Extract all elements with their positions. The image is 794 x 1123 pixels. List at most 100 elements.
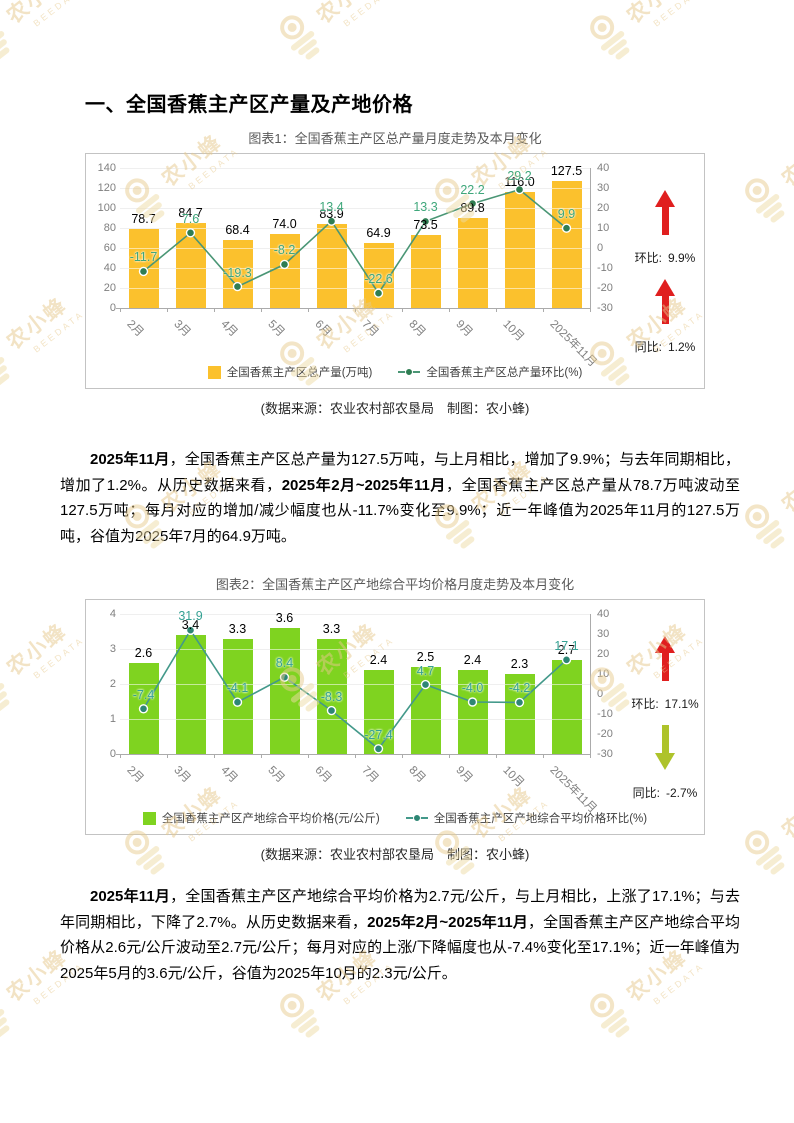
x-axis-tickmark (449, 754, 450, 758)
line-value-label: -22.6 (364, 272, 393, 287)
price-chart-section: 图表2：全国香蕉主产区产地综合平均价格月度走势及本月变化 4 3 2 1 0 40 30 20… (85, 576, 705, 863)
right-axis-tick: 10 (597, 668, 610, 680)
right-axis-tick: 20 (597, 202, 610, 214)
x-axis-tickmark (590, 308, 591, 312)
bar-5月 (269, 234, 300, 308)
x-axis-label: 7月 (358, 318, 381, 340)
legend-bar-swatch (142, 811, 156, 825)
right-axis-tick: 0 (597, 242, 604, 254)
bar-value-label: 74.0 (272, 217, 297, 231)
bar-2025年11月 (551, 180, 582, 308)
production-chart-caption: (数据来源：农业农村部农垦局 制图：农小蜂) (260, 401, 530, 416)
line-value-label: 13.4 (319, 200, 344, 215)
right-axis-line (590, 614, 591, 754)
x-axis-tickmark (543, 754, 544, 758)
bar-value-label: 127.5 (550, 163, 583, 178)
right-axis-tick: -20 (597, 728, 613, 740)
arrow-head (655, 636, 675, 653)
watermark-name: 农小蜂 (309, 0, 389, 29)
line-value-label: -11.7 (129, 250, 158, 265)
bar-value-label: 68.4 (225, 222, 250, 237)
left-axis-tick: 40 (103, 262, 116, 274)
legend-line-dot (405, 368, 414, 376)
bar-8月 (410, 234, 441, 308)
bee-logo-icon (745, 178, 785, 223)
x-axis-label: 2月 (123, 764, 146, 786)
bar-9月 (457, 218, 488, 308)
legend-bar-label: 全国香蕉主产区产地综合平均价格(元/公斤) (161, 813, 380, 825)
watermark-name: 农小蜂 (777, 130, 794, 191)
bar-value-label: 3.4 (181, 618, 200, 632)
line-value-label: 17.1 (554, 638, 579, 653)
left-axis-tick: 2 (109, 678, 116, 690)
x-axis-tickmark (496, 754, 497, 758)
arrow-head (655, 279, 675, 296)
production-summary-paragraph: 2025年11月，全国香蕉主产区总产量为127.5万吨，与上月相比，增加了9.9… (60, 447, 740, 549)
bar-value-label: 89.8 (460, 201, 485, 216)
line-value-label: -4.0 (461, 681, 484, 695)
line-value-label: -19.3 (223, 265, 252, 280)
right-axis-tick: 40 (597, 162, 610, 174)
bar-value-label: 3.3 (228, 621, 247, 636)
production-chart: 140 120 100 80 60 40 20 0 40 30 20 10 0 -10 -20 -30 78.7… (85, 153, 705, 389)
mom-change-line (138, 184, 572, 298)
gridline-overlay (120, 168, 590, 169)
x-axis-label: 3月 (170, 318, 193, 340)
line-value-label: 31.9 (178, 609, 203, 624)
watermark-subtext: BEEDATA (31, 0, 86, 29)
right-axis-tick: 20 (597, 648, 610, 660)
bar-value-label: 2.4 (463, 653, 482, 667)
left-axis-tick: 140 (97, 162, 116, 174)
x-axis-tickmark (308, 754, 309, 758)
line-value-label: 7.6 (181, 211, 200, 226)
x-axis-tickmark (449, 308, 450, 312)
x-axis-label: 5月 (264, 318, 287, 340)
gridline-overlay (120, 188, 590, 189)
text-run: ，全国香蕉主产区产地综合平均价格从2.6元/公斤波动至2.7元/公斤；每月对应的… (60, 913, 740, 982)
watermark-name: 农小蜂 (777, 782, 794, 843)
section-heading: 一、全国香蕉主产区产量及产地价格 (85, 94, 413, 116)
bee-logo-icon (280, 15, 320, 60)
bar-value-label: 3.3 (322, 621, 341, 636)
bar-3月 (175, 635, 206, 754)
x-axis-tickmark (120, 308, 121, 312)
x-axis-label: 6月 (311, 764, 334, 786)
change-annotations: 环比: 9.9% 同比: 1.2% (628, 190, 702, 355)
x-axis-label: 2025年11月 (546, 764, 599, 816)
right-axis-tick: -20 (597, 282, 613, 294)
text-run: 2025年11月 (90, 451, 170, 468)
gridline-overlay (120, 208, 590, 209)
production-chart-section: 图表1：全国香蕉主产区总产量月度走势及本月变化 140 120 100 80 60 40 2… (85, 130, 705, 417)
bar-4月 (222, 239, 253, 308)
gridline-overlay (120, 228, 590, 229)
bar-value-label: 2.5 (416, 649, 435, 664)
x-axis-label: 8月 (405, 318, 428, 340)
change-annotation-text: 同比: -2.7% (632, 786, 698, 800)
text-run: ，全国香蕉主产区总产量为127.5万吨，与上月相比，增加了9.9%；与去年同期相… (60, 451, 740, 494)
watermark-subtext: BEEDATA (341, 0, 396, 29)
bar-value-label: 78.7 (131, 212, 156, 227)
watermark-subtext: BEEDATA (31, 308, 86, 355)
bar-6月 (316, 638, 347, 754)
chart-legend: 全国香蕉主产区总产量(万吨) 全国香蕉主产区总产量环比(%) (86, 364, 704, 380)
x-axis-tickmark (355, 754, 356, 758)
x-axis-tickmark (402, 754, 403, 758)
legend-line-label: 全国香蕉主产区总产量环比(%) (426, 367, 583, 379)
price-summary-paragraph: 2025年11月，全国香蕉主产区产地综合平均价格为2.7元/公斤，与上月相比，上… (60, 884, 740, 986)
gridline-overlay (120, 684, 590, 685)
watermark-name: 农小蜂 (2, 293, 72, 354)
bee-logo-icon (0, 357, 10, 386)
bee-logo-icon (590, 993, 630, 1038)
left-axis-tick: 80 (103, 222, 116, 234)
